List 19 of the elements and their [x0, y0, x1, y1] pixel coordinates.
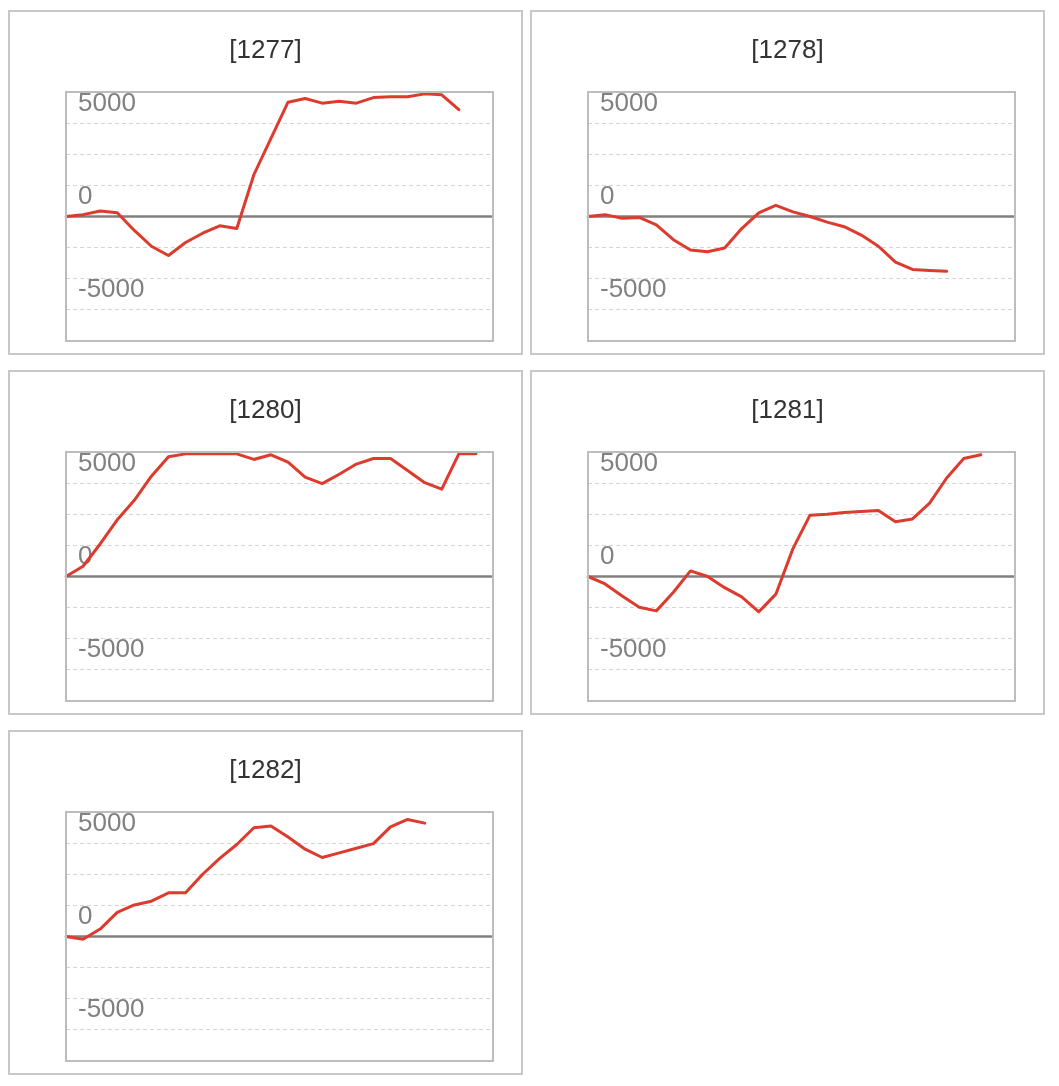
chart-title: [1280]	[228, 394, 303, 425]
y-tick-label: 5000	[78, 86, 136, 117]
y-tick-label: -5000	[78, 632, 145, 663]
y-tick-label: 5000	[600, 86, 658, 117]
y-tick-label: 5000	[78, 446, 136, 477]
y-tick-label: 5000	[78, 806, 136, 837]
y-tick-label: -5000	[78, 272, 145, 303]
y-tick-label: -5000	[600, 272, 667, 303]
y-tick-label: 0	[78, 899, 93, 930]
y-tick-label: 5000	[600, 446, 658, 477]
chart-title: [1282]	[228, 754, 303, 785]
y-tick-label: 0	[600, 539, 615, 570]
chart-title: [1281]	[750, 394, 825, 425]
y-tick-label: 0	[78, 179, 93, 210]
chart-title: [1278]	[750, 34, 825, 65]
y-tick-label: 0	[600, 179, 615, 210]
chart-title: [1277]	[228, 34, 303, 65]
y-tick-label: -5000	[600, 632, 667, 663]
y-tick-label: -5000	[78, 992, 145, 1023]
